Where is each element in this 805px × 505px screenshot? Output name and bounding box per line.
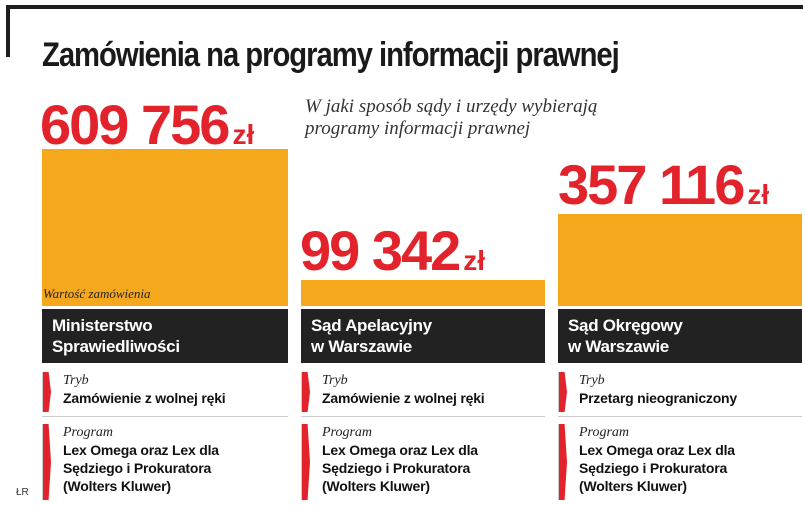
- program-label: Program: [63, 425, 114, 440]
- frame-left-rule: [6, 5, 10, 57]
- program-marker: [43, 424, 51, 500]
- program-value-line1: Lex Omega oraz Lex dla: [579, 442, 735, 458]
- value-label-number: 99 342: [300, 219, 461, 282]
- program-marker: [559, 424, 567, 500]
- program-value-line3: (Wolters Kluwer): [63, 478, 171, 494]
- value-label-unit: zł: [747, 179, 770, 210]
- program-value-line1: Lex Omega oraz Lex dla: [322, 442, 478, 458]
- tryb-block-sad-apelacyjny: Tryb Zamówienie z wolnej ręki: [301, 372, 545, 412]
- program-value-line1: Lex Omega oraz Lex dla: [63, 442, 219, 458]
- program-label: Program: [579, 425, 630, 440]
- value-label-ministerstwo: 609 756 zł: [40, 92, 254, 157]
- program-value-line3: (Wolters Kluwer): [579, 478, 687, 494]
- institution-name-line1: Sąd Apelacyjny: [311, 316, 432, 335]
- institution-name-line2: Sprawiedliwości: [52, 337, 180, 356]
- divider: [42, 416, 288, 417]
- program-value-line2: Sędziego i Prokuratora: [322, 460, 471, 476]
- tryb-marker: [43, 372, 51, 412]
- program-block-sad-apelacyjny: Program Lex Omega oraz Lex dla Sędziego …: [301, 424, 545, 500]
- bar-sad-okregowy: [558, 214, 802, 306]
- program-block-ministerstwo: Program Lex Omega oraz Lex dla Sędziego …: [42, 424, 288, 500]
- value-label-number: 357 116: [558, 153, 745, 216]
- tryb-label: Tryb: [322, 373, 348, 388]
- institution-name-line2: w Warszawie: [311, 337, 412, 356]
- program-label: Program: [322, 425, 373, 440]
- frame-top-rule: [6, 5, 803, 9]
- tryb-value: Zamówienie z wolnej ręki: [322, 390, 485, 406]
- tryb-block-ministerstwo: Tryb Zamówienie z wolnej ręki: [42, 372, 288, 412]
- tryb-value: Zamówienie z wolnej ręki: [63, 390, 226, 406]
- program-value-line2: Sędziego i Prokuratora: [579, 460, 728, 476]
- tryb-value: Przetarg nieograniczony: [579, 390, 737, 406]
- institution-name-line2: w Warszawie: [568, 337, 669, 356]
- author-credit: ŁR: [16, 487, 29, 498]
- chart-subtitle: W jaki sposób sądy i urzędy wybierają pr…: [305, 96, 598, 139]
- value-label-sad-apelacyjny: 99 342 zł: [300, 218, 485, 283]
- institution-name-sad-okregowy: Sąd Okręgowy w Warszawie: [558, 309, 802, 363]
- value-label-number: 609 756: [40, 93, 230, 156]
- value-label-unit: zł: [463, 245, 486, 276]
- value-label-unit: zł: [232, 119, 255, 150]
- institution-name-line1: Ministerstwo: [52, 316, 153, 335]
- institution-name-line1: Sąd Okręgowy: [568, 316, 683, 335]
- institution-name-sad-apelacyjny: Sąd Apelacyjny w Warszawie: [301, 309, 545, 363]
- program-value-line2: Sędziego i Prokuratora: [63, 460, 212, 476]
- divider: [301, 416, 545, 417]
- bar-note: Wartość zamówienia: [43, 286, 151, 301]
- tryb-label: Tryb: [63, 373, 89, 388]
- divider: [558, 416, 802, 417]
- value-label-sad-okregowy: 357 116 zł: [558, 152, 769, 217]
- bar-sad-apelacyjny: [301, 280, 545, 306]
- tryb-marker: [302, 372, 310, 412]
- tryb-block-sad-okregowy: Tryb Przetarg nieograniczony: [558, 372, 802, 412]
- bar-ministerstwo: [42, 149, 288, 306]
- program-block-sad-okregowy: Program Lex Omega oraz Lex dla Sędziego …: [558, 424, 802, 500]
- chart-title: Zamówienia na programy informacji prawne…: [42, 36, 620, 74]
- institution-name-ministerstwo: Ministerstwo Sprawiedliwości: [42, 309, 288, 363]
- tryb-label: Tryb: [579, 373, 605, 388]
- program-value-line3: (Wolters Kluwer): [322, 478, 430, 494]
- program-marker: [302, 424, 310, 500]
- tryb-marker: [559, 372, 567, 412]
